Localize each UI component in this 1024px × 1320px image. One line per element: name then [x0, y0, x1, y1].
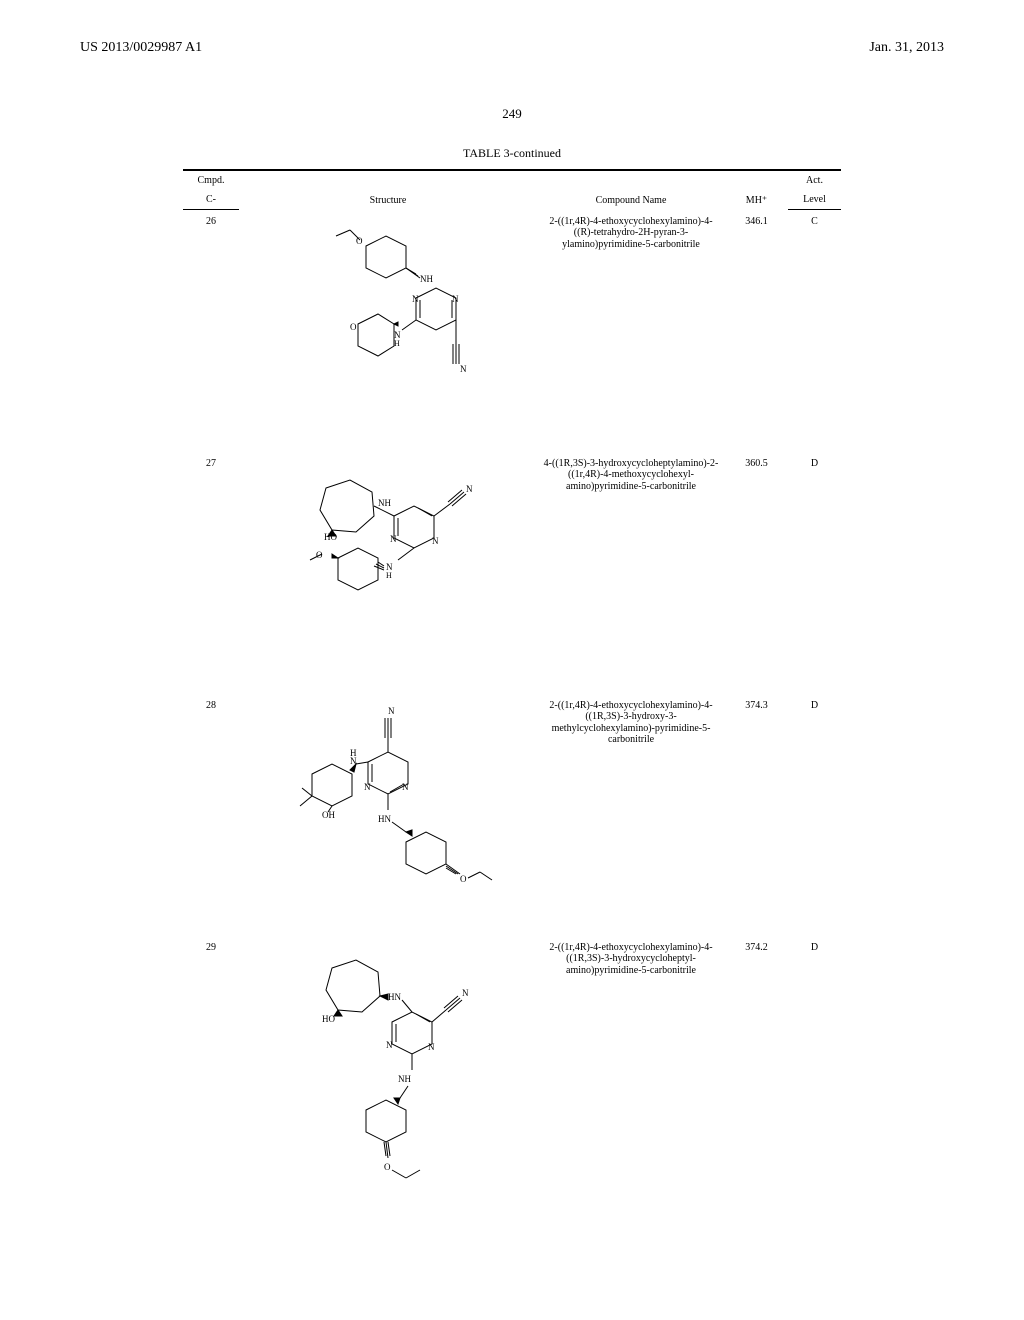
svg-text:NH: NH — [378, 498, 391, 508]
structure-cell: O NH N N — [239, 210, 537, 452]
svg-text:N: N — [402, 782, 409, 792]
cmpd-id: 26 — [183, 210, 239, 452]
table-row: 27 HO NH N — [183, 452, 841, 694]
svg-text:O: O — [460, 874, 467, 884]
col-cmpd-bottom: C- — [183, 190, 239, 210]
col-cmpd-top: Cmpd. — [183, 170, 239, 190]
mh-value: 374.3 — [725, 694, 788, 936]
act-level: D — [788, 936, 841, 1228]
svg-text:N: N — [412, 294, 419, 304]
svg-text:H: H — [394, 339, 400, 348]
svg-text:NH: NH — [420, 274, 433, 284]
doc-date: Jan. 31, 2013 — [869, 40, 944, 56]
compound-name: 4-((1R,3S)-3-hydroxycycloheptylamino)-2-… — [537, 452, 725, 694]
table-row: 29 HO HN — [183, 936, 841, 1228]
mh-value: 374.2 — [725, 936, 788, 1228]
svg-text:N: N — [390, 534, 397, 544]
compound-name: 2-((1r,4R)-4-ethoxycyclohexylamino)-4-((… — [537, 210, 725, 452]
col-compound-name: Compound Name — [537, 170, 725, 210]
col-structure: Structure — [239, 170, 537, 210]
svg-text:O: O — [384, 1162, 391, 1172]
structure-cell: N N N H N — [239, 694, 537, 936]
cmpd-id: 27 — [183, 452, 239, 694]
svg-text:N: N — [386, 1040, 393, 1050]
mh-value: 360.5 — [725, 452, 788, 694]
cmpd-id: 29 — [183, 936, 239, 1228]
table-row: 26 O NH — [183, 210, 841, 452]
compound-table: Cmpd. Structure Compound Name MH⁺ Act. C… — [183, 169, 841, 1228]
structure-cell: HO HN N N — [239, 936, 537, 1228]
compound-name: 2-((1r,4R)-4-ethoxycyclohexylamino)-4-((… — [537, 694, 725, 936]
mh-value: 346.1 — [725, 210, 788, 452]
structure-svg-29: HO HN N N — [288, 942, 488, 1222]
svg-text:N: N — [466, 484, 473, 494]
act-level: C — [788, 210, 841, 452]
structure-cell: HO NH N N — [239, 452, 537, 694]
act-level: D — [788, 452, 841, 694]
svg-text:HO: HO — [322, 1014, 335, 1024]
svg-text:N: N — [428, 1042, 435, 1052]
structure-svg-26: O NH N N — [298, 216, 478, 436]
svg-text:N: N — [364, 782, 371, 792]
col-mh: MH⁺ — [725, 170, 788, 210]
svg-text:HN: HN — [388, 992, 401, 1002]
table-row: 28 N N N — [183, 694, 841, 936]
doc-number: US 2013/0029987 A1 — [80, 40, 202, 56]
svg-text:N: N — [462, 988, 469, 998]
svg-text:NH: NH — [398, 1074, 411, 1084]
page-number: 249 — [80, 106, 944, 122]
structure-svg-27: HO NH N N — [278, 458, 498, 628]
svg-text:N: N — [452, 294, 459, 304]
compound-name: 2-((1r,4R)-4-ethoxycyclohexylamino)-4-((… — [537, 936, 725, 1228]
svg-text:N: N — [388, 706, 395, 716]
col-act-bottom: Level — [788, 190, 841, 210]
svg-text:H: H — [386, 571, 392, 580]
col-act-top: Act. — [788, 170, 841, 190]
svg-text:HN: HN — [378, 814, 391, 824]
table-caption: TABLE 3-continued — [80, 146, 944, 161]
page-header: US 2013/0029987 A1 Jan. 31, 2013 — [80, 40, 944, 56]
act-level: D — [788, 694, 841, 936]
structure-svg-28: N N N H N — [278, 700, 498, 930]
svg-text:N: N — [432, 536, 439, 546]
cmpd-id: 28 — [183, 694, 239, 936]
svg-text:O: O — [350, 322, 357, 332]
svg-text:N: N — [460, 364, 467, 374]
